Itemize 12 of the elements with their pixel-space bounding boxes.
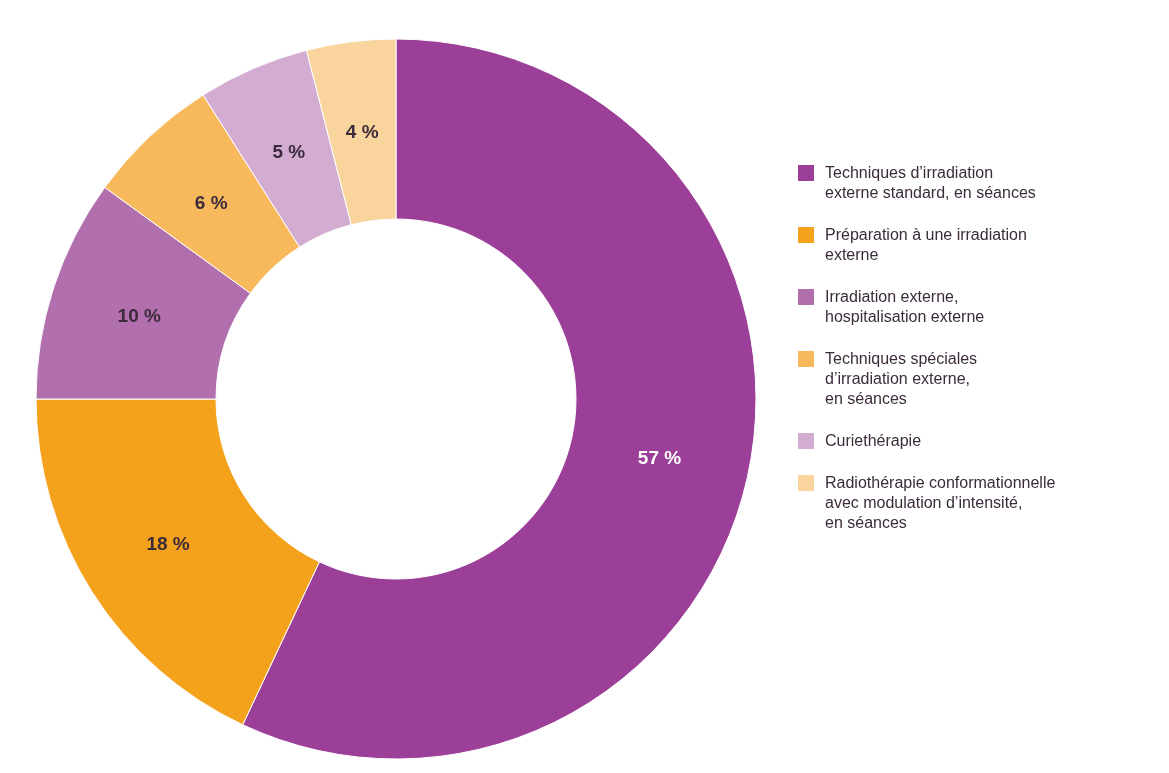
legend-label: Techniques spéciales d’irradiation externe, en séances [825,350,978,407]
legend-label: Radiothérapie conformationnelle avec modulation d’intensité, en séances [825,474,1056,531]
legend-label: Préparation à une irradiation externe [825,226,1027,263]
data-label: 10 % [117,305,161,327]
data-label: 18 % [146,533,190,555]
data-label: 57 % [637,447,682,469]
data-label: 6 % [194,191,228,213]
legend-label: Irradiation externe, hospitalisation externe [825,288,985,325]
legend-label: Techniques d’irradiation externe standard, en séances [825,164,1036,201]
legend-label: Curiethérapie [825,432,922,449]
data-label: 4 % [345,120,379,142]
data-label: 5 % [272,140,306,162]
